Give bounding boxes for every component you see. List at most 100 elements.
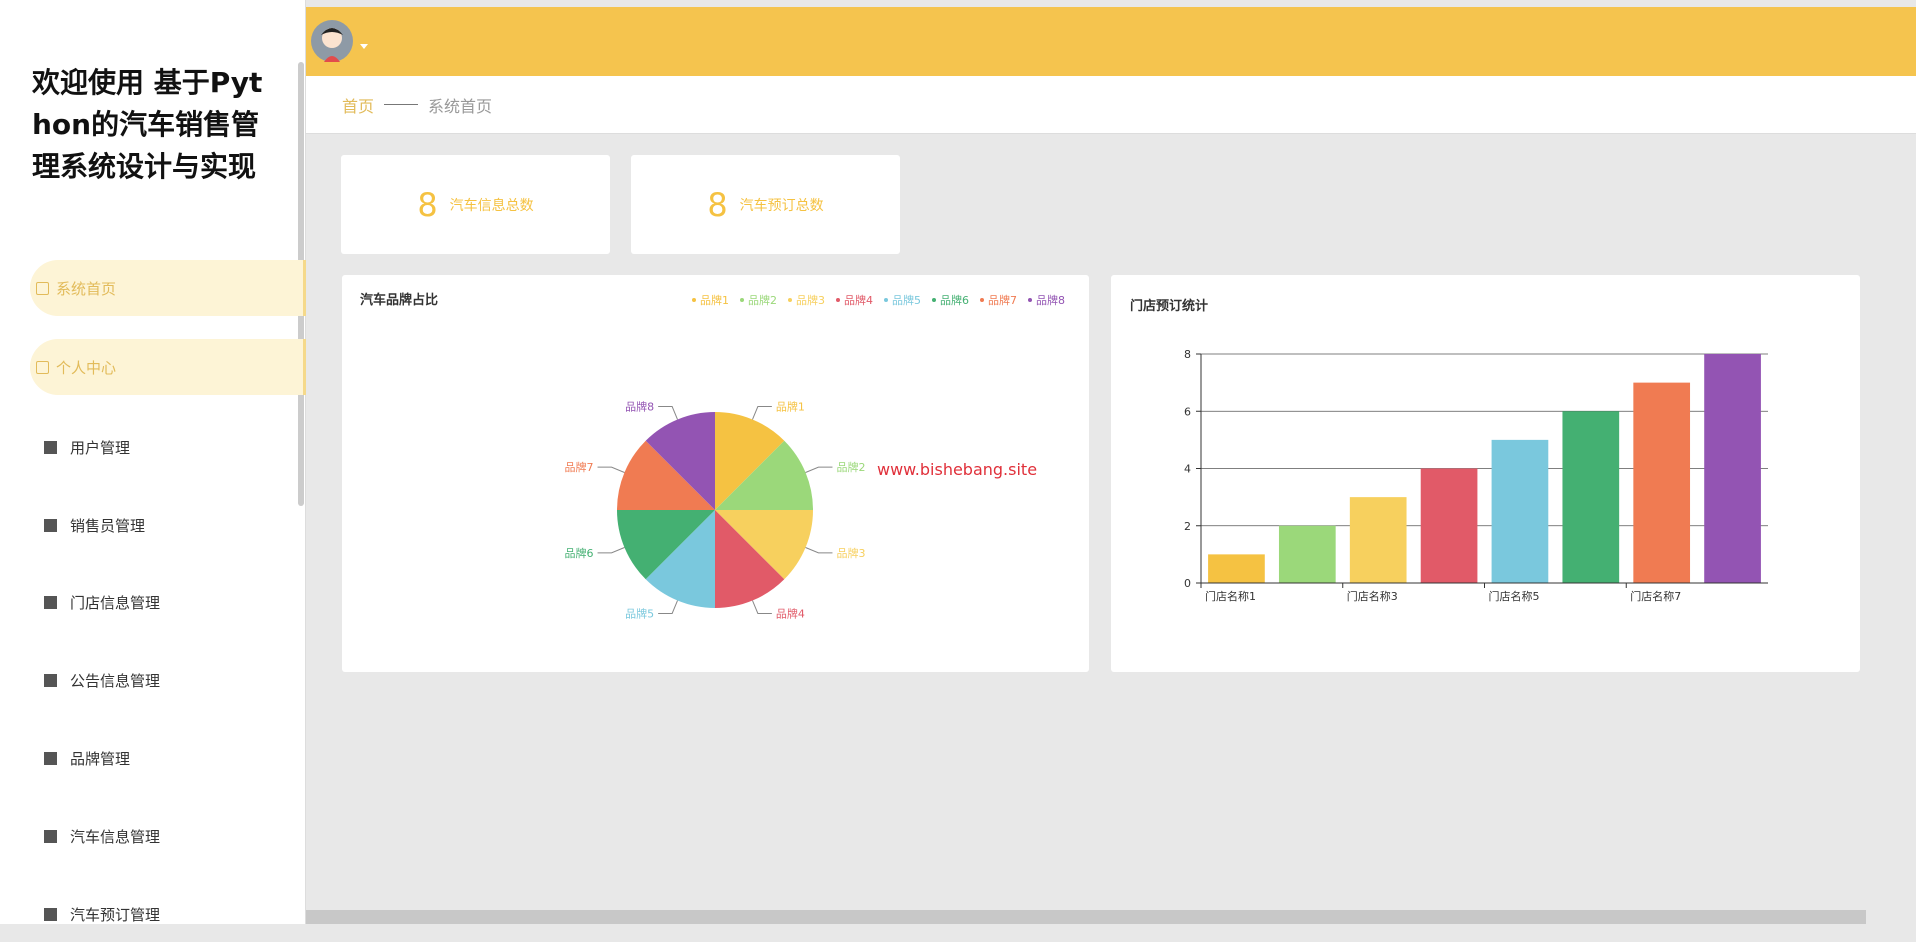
menu-item[interactable]: 公告信息管理: [30, 652, 306, 708]
pie-slice: [617, 440, 715, 510]
bar: [1208, 554, 1265, 583]
menu-item[interactable]: 个人中心: [30, 339, 306, 395]
y-tick-label: 8: [1184, 348, 1191, 361]
bar: [1491, 439, 1549, 583]
slice-label: 品牌6: [565, 546, 594, 560]
menu-icon: [44, 673, 57, 687]
stat-value: 8: [417, 185, 438, 224]
leader-line: [752, 600, 772, 614]
slice-label: 品牌4: [776, 606, 805, 620]
x-tick-label: 门店名称1: [1205, 589, 1256, 603]
menu-icon: [44, 829, 57, 843]
menu-item[interactable]: 汽车信息管理: [30, 808, 306, 864]
horizontal-scrollbar[interactable]: [306, 910, 1866, 924]
legend-label: 品牌7: [988, 293, 1017, 307]
legend-label: 品牌1: [700, 293, 729, 307]
menu-item[interactable]: 品牌管理: [30, 730, 306, 786]
menu-label[interactable]: 个人中心: [56, 358, 117, 377]
stat-value: 8: [707, 185, 728, 224]
chart-card: 汽车品牌占比 品牌1 品牌2 品牌3 品牌4 品牌5 品牌6 品牌7 品牌8 品牌1 品牌2 品牌3 品…: [342, 275, 1089, 672]
y-tick-label: 0: [1184, 577, 1191, 590]
menu-item[interactable]: 系统首页: [30, 260, 306, 316]
leader-line: [658, 406, 678, 420]
bar: [1704, 354, 1761, 583]
legend-marker: [980, 298, 984, 302]
x-tick-label: 门店名称5: [1489, 589, 1540, 603]
x-tick-label: 门店名称3: [1347, 589, 1398, 603]
separator: [384, 104, 419, 105]
menu-icon: [44, 518, 57, 532]
leader-line: [597, 547, 625, 554]
top-bar: [306, 7, 1916, 76]
pie-slice: [645, 510, 715, 608]
slice-label: 品牌1: [776, 400, 805, 414]
leader-line: [805, 547, 833, 554]
y-tick-label: 4: [1184, 463, 1191, 476]
menu-icon: [44, 440, 57, 454]
stat-card: 8 汽车信息总数: [341, 155, 610, 254]
bar: [1278, 525, 1336, 583]
stat-label: 汽车预订总数: [739, 197, 824, 214]
menu-icon: [44, 907, 57, 921]
slice-label: 品牌5: [625, 606, 654, 620]
x-tick-label: 门店名称7: [1630, 589, 1681, 603]
legend-marker: [692, 298, 696, 302]
chart-title: 汽车品牌占比: [360, 292, 438, 308]
menu-label[interactable]: 汽车预订管理: [70, 905, 161, 924]
menu-label[interactable]: 门店信息管理: [70, 593, 161, 612]
sidebar: 欢迎使用 基于Python的汽车销售管理系统设计与实现 系统首页个人中心用户管理…: [0, 0, 306, 924]
legend-label: 品牌4: [844, 293, 873, 307]
menu-item[interactable]: 汽车预订管理: [30, 886, 306, 942]
breadcrumb-link[interactable]: 首页: [342, 96, 375, 116]
legend-label: 品牌6: [940, 293, 969, 307]
system-title: 欢迎使用 基于Python的汽车销售管理系统设计与实现: [32, 66, 263, 183]
menu-label[interactable]: 品牌管理: [70, 749, 131, 768]
menu-icon: [44, 751, 57, 765]
pie-slice: [715, 510, 813, 580]
menu-item[interactable]: 销售员管理: [30, 497, 306, 553]
menu-icon: [36, 360, 49, 374]
stat-label: 汽车信息总数: [449, 197, 534, 214]
leader-line: [752, 406, 772, 420]
chart-card: 门店预订统计 0 2 4 6 8 门店名称1 门店名称3 门店名称5 门店名称7: [1111, 275, 1860, 672]
pie-chart: 汽车品牌占比 品牌1 品牌2 品牌3 品牌4 品牌5 品牌6 品牌7 品牌8品牌1品牌2品牌3品…: [360, 292, 1065, 620]
slice-label: 品牌3: [836, 546, 865, 560]
menu-label[interactable]: 销售员管理: [70, 516, 146, 535]
slice-label: 品牌8: [625, 400, 654, 414]
slice-label: 品牌7: [565, 460, 594, 474]
menu-label[interactable]: 系统首页: [56, 279, 117, 298]
bar: [1349, 497, 1407, 583]
pie-slice: [715, 440, 813, 510]
watermark: www.bishebang.site: [877, 460, 1037, 479]
bar: [1562, 411, 1620, 583]
legend-label: 品牌2: [748, 293, 777, 307]
menu-label[interactable]: 公告信息管理: [70, 671, 161, 690]
menu-label[interactable]: 用户管理: [70, 438, 131, 457]
legend-marker: [788, 298, 792, 302]
legend-marker: [1028, 298, 1032, 302]
bar-chart: 门店预订统计 0 2 4 6 8 门店名称1 门店名称3 门店名称5 门店名称7: [1130, 298, 1768, 603]
bar: [1420, 468, 1478, 583]
leader-line: [597, 466, 625, 473]
pie-slice: [645, 412, 715, 510]
bar: [1633, 382, 1691, 583]
menu-item[interactable]: 门店信息管理: [30, 574, 306, 630]
menu-item[interactable]: 用户管理: [30, 419, 306, 475]
legend-label: 品牌3: [796, 293, 825, 307]
pie-slice: [715, 412, 785, 510]
menu-label[interactable]: 汽车信息管理: [70, 827, 161, 846]
avatar[interactable]: [306, 7, 386, 76]
y-tick-label: 2: [1184, 520, 1191, 533]
legend-marker: [836, 298, 840, 302]
leader-line: [658, 600, 678, 614]
legend-marker: [932, 298, 936, 302]
chart-title: 门店预订统计: [1130, 298, 1208, 314]
legend-label: 品牌8: [1036, 293, 1065, 307]
menu-icon: [44, 595, 57, 609]
stat-card: 8 汽车预订总数: [631, 155, 900, 254]
breadcrumb-current: 系统首页: [428, 96, 493, 116]
legend-marker: [740, 298, 744, 302]
y-tick-label: 6: [1184, 405, 1191, 418]
menu-icon: [36, 281, 49, 295]
